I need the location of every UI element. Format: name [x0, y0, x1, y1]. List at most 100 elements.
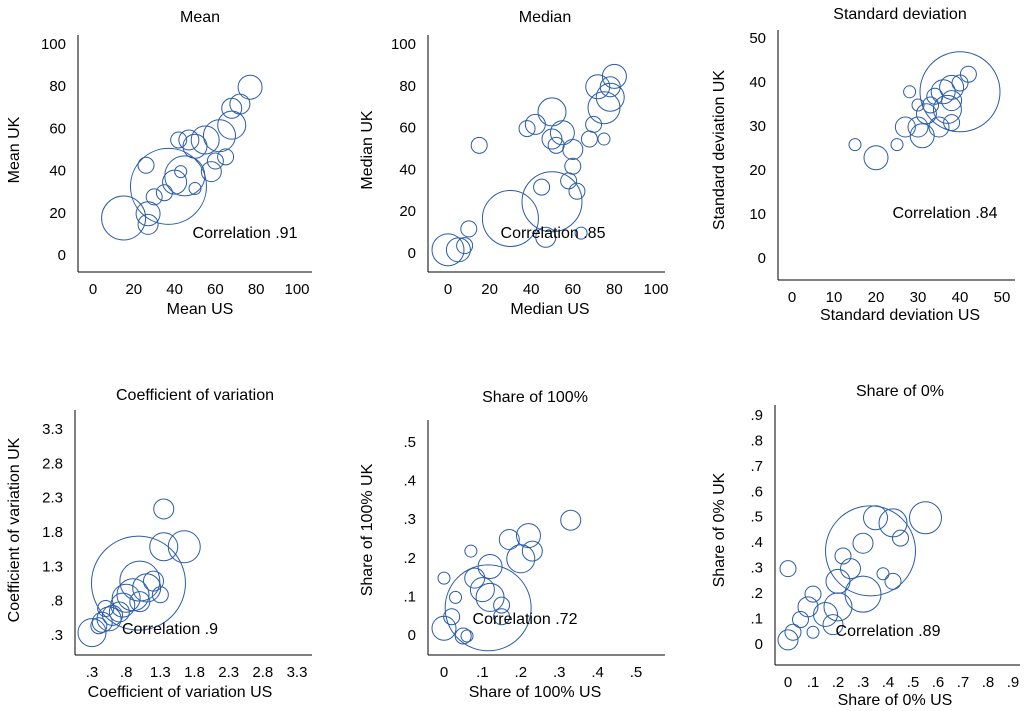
axis-title: Mean US — [167, 301, 234, 318]
y-tick-label: .3 — [750, 560, 763, 577]
x-tick-label: 40 — [166, 281, 183, 298]
y-tick-label: 0 — [408, 245, 416, 262]
x-tick-label: .3 — [86, 664, 99, 681]
bubble — [574, 226, 588, 240]
bubble — [848, 138, 862, 152]
x-tick-label: 20 — [125, 281, 142, 298]
bubble — [137, 156, 155, 174]
y-tick-label: 20 — [49, 205, 66, 222]
title: Median — [519, 9, 571, 26]
bubble — [217, 110, 247, 140]
annotation: Correlation .85 — [501, 225, 606, 242]
bubble — [823, 592, 853, 622]
annotation: Correlation .89 — [836, 623, 941, 640]
x-tick-label: 100 — [284, 281, 309, 298]
y-tick-label: 2.3 — [42, 490, 63, 507]
bubble — [518, 120, 536, 138]
bubble — [200, 161, 222, 183]
y-tick-label: .2 — [403, 550, 416, 567]
y-tick-label: .6 — [750, 483, 763, 500]
bubble — [928, 116, 950, 138]
bubble — [876, 567, 890, 581]
bubble — [537, 97, 567, 127]
y-tick-label: 50 — [749, 30, 766, 47]
bubble — [190, 125, 220, 155]
x-tick-label: 30 — [910, 289, 927, 306]
bubble — [445, 237, 471, 263]
y-tick-label: 2.8 — [42, 455, 63, 472]
y-tick-label: 40 — [49, 163, 66, 180]
y-tick-label: .4 — [750, 534, 763, 551]
bubble — [792, 611, 809, 629]
bubble — [932, 94, 962, 124]
bubble — [97, 600, 115, 618]
y-tick-label: .8 — [50, 593, 63, 610]
bubble — [892, 529, 909, 547]
bubble — [506, 544, 536, 574]
bubble — [77, 618, 107, 648]
y-tick-label: .3 — [403, 511, 416, 528]
bubble — [779, 560, 797, 578]
axis-title: Standard deviation US — [820, 307, 980, 324]
bubble — [167, 530, 201, 564]
bubble — [568, 182, 586, 200]
bubble — [460, 220, 478, 238]
x-tick-label: .7 — [957, 674, 970, 691]
bubble — [813, 601, 838, 627]
bubble — [155, 184, 173, 202]
y-tick-label: 40 — [749, 74, 766, 91]
bubble — [443, 608, 461, 626]
title: Standard deviation — [833, 6, 966, 23]
bubble — [560, 172, 578, 190]
x-tick-label: .2 — [515, 664, 528, 681]
x-tick-label: .4 — [882, 674, 895, 691]
y-tick-label: 80 — [399, 78, 416, 95]
bubble — [202, 119, 236, 153]
y-tick-label: 0 — [755, 636, 763, 653]
bubble — [493, 596, 511, 614]
bubble — [580, 130, 598, 148]
y-tick-label: 60 — [399, 120, 416, 137]
y-tick-label: 40 — [399, 161, 416, 178]
x-tick-label: .1 — [476, 664, 489, 681]
bubble — [804, 585, 822, 603]
bubble — [562, 139, 584, 160]
bubble — [469, 577, 495, 603]
x-tick-label: 0 — [784, 674, 792, 691]
bubble — [878, 508, 908, 538]
bubble — [822, 614, 844, 636]
bubble — [907, 116, 929, 138]
annotation: Correlation .9 — [122, 621, 218, 638]
bubble — [431, 233, 465, 267]
x-tick-label: 20 — [481, 281, 498, 298]
y-tick-label: .8 — [750, 432, 763, 449]
x-tick-label: .8 — [120, 664, 133, 681]
bubble — [217, 148, 235, 166]
y-tick-label: 1.8 — [42, 524, 63, 541]
bubble — [477, 554, 503, 580]
x-tick-label: 80 — [606, 281, 623, 298]
bubble — [915, 103, 937, 125]
bubble — [521, 171, 583, 233]
axis-title: Coefficient of variation US — [88, 684, 273, 701]
bubble — [145, 188, 163, 206]
bubble — [524, 113, 546, 135]
bubble — [597, 132, 611, 146]
bubble — [101, 195, 147, 241]
bubble — [90, 617, 108, 635]
x-tick-label: .5 — [630, 664, 643, 681]
title: Share of 100% — [482, 389, 588, 406]
axis-title: Median UK — [359, 110, 376, 189]
bubble — [444, 564, 532, 652]
y-tick-label: .3 — [50, 627, 63, 644]
bubble — [595, 82, 625, 112]
bubble — [585, 115, 603, 133]
x-tick-label: .1 — [807, 674, 820, 691]
bubble — [119, 560, 161, 602]
bubble — [844, 575, 882, 613]
bubble — [460, 629, 474, 643]
bubble — [825, 505, 916, 597]
bubble — [221, 97, 243, 119]
bubble — [174, 165, 188, 179]
x-tick-label: 60 — [564, 281, 581, 298]
